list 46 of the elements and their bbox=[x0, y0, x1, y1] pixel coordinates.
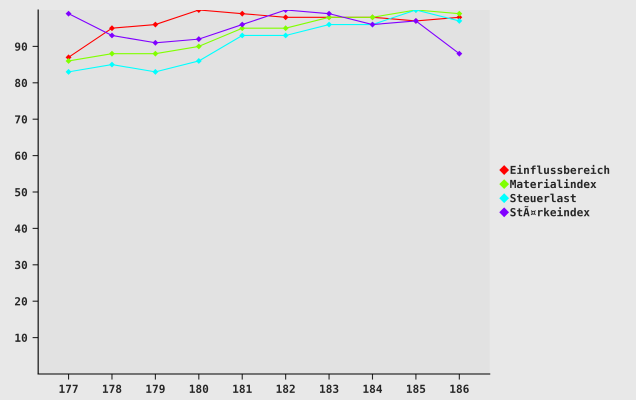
point bbox=[239, 32, 246, 38]
y-tick-label: 50 bbox=[15, 188, 28, 196]
point bbox=[326, 10, 332, 17]
point bbox=[196, 36, 202, 42]
legend-label: Steuerlast bbox=[510, 194, 576, 202]
point bbox=[109, 62, 115, 68]
x-tick-label: 179 bbox=[146, 384, 165, 394]
point bbox=[66, 68, 72, 75]
x-tick-label: 182 bbox=[276, 384, 295, 394]
legend-label: Materialindex bbox=[510, 178, 596, 188]
point bbox=[239, 22, 246, 28]
x-tick-label: 183 bbox=[320, 384, 338, 394]
point bbox=[282, 14, 289, 20]
point bbox=[152, 50, 158, 57]
point bbox=[66, 10, 72, 17]
y-tick-label: 70 bbox=[15, 115, 28, 124]
point bbox=[239, 10, 246, 17]
x-tick-label: 186 bbox=[450, 384, 469, 394]
y-tick-label: 10 bbox=[15, 334, 28, 342]
x-tick-label: 185 bbox=[406, 384, 426, 394]
y-tick-label: 40 bbox=[14, 224, 28, 233]
point bbox=[66, 58, 72, 64]
point bbox=[109, 50, 115, 57]
point bbox=[282, 25, 289, 32]
y-tick-label: 90 bbox=[14, 42, 28, 51]
point bbox=[152, 40, 158, 46]
point bbox=[196, 58, 202, 64]
y-tick-label: 30 bbox=[15, 260, 28, 270]
x-tick-label: 184 bbox=[363, 384, 382, 394]
point bbox=[456, 18, 462, 24]
point bbox=[456, 50, 462, 57]
x-tick-label: 180 bbox=[190, 384, 208, 394]
y-tick-label: 60 bbox=[15, 152, 28, 160]
legend-label: StÃ¤rkeindex bbox=[510, 206, 590, 216]
point bbox=[109, 25, 115, 32]
point bbox=[282, 32, 289, 38]
point bbox=[152, 68, 158, 75]
legend-label: Einflussbereich bbox=[510, 164, 610, 174]
point bbox=[196, 43, 202, 50]
x-tick-label: 178 bbox=[102, 384, 122, 394]
y-tick-label: 20 bbox=[14, 297, 28, 306]
y-tick-label: 80 bbox=[15, 78, 28, 88]
x-tick-label: 181 bbox=[233, 384, 252, 394]
x-tick-label: 177 bbox=[60, 384, 78, 393]
point bbox=[456, 10, 462, 17]
point bbox=[152, 22, 158, 28]
